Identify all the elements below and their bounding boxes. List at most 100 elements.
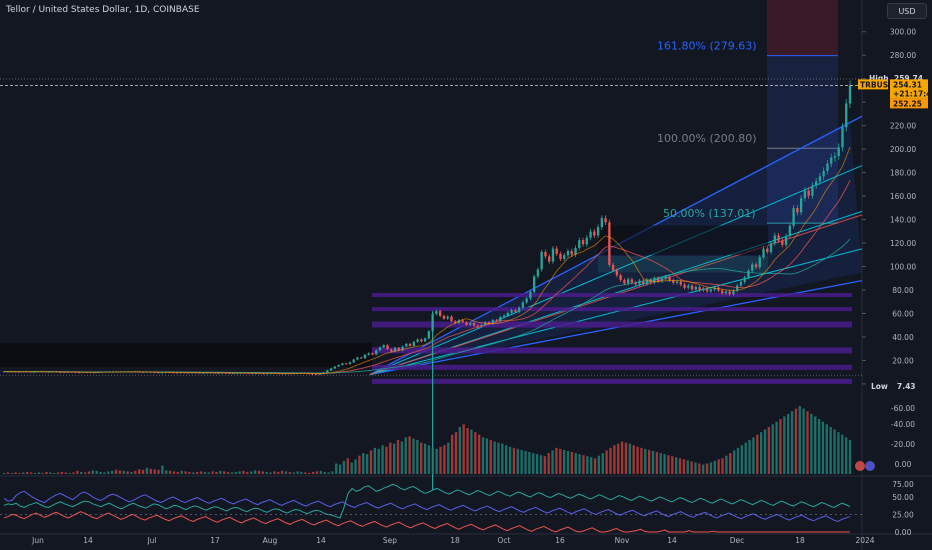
volume-bar: [651, 450, 655, 474]
candle: [664, 276, 667, 279]
volume-bar: [671, 456, 674, 474]
candle: [630, 279, 634, 283]
volume-bar: [91, 470, 95, 474]
volume-bar: [678, 458, 682, 474]
volume-bar: [620, 441, 624, 474]
volume-bar: [64, 472, 67, 474]
candle: [284, 373, 288, 375]
volume-bar: [130, 471, 133, 474]
volume-bar: [408, 436, 411, 474]
volume-bar: [686, 460, 689, 474]
candle: [62, 372, 66, 373]
candle: [352, 359, 355, 363]
volume-tick-label: -40.00: [891, 420, 915, 429]
volume-bar: [269, 472, 272, 474]
volume-bar: [280, 470, 284, 474]
candle: [329, 368, 333, 371]
volume-bar: [624, 442, 628, 474]
time-tick-label: Jun: [31, 536, 44, 545]
volume-bar: [713, 460, 716, 474]
volume-bar: [698, 463, 701, 474]
moving-average-line: [3, 146, 851, 375]
volume-bar: [736, 447, 740, 474]
volume-bar: [153, 469, 156, 474]
volume-bar: [593, 458, 597, 474]
volume-bar: [477, 434, 481, 474]
volume-bar: [551, 450, 554, 474]
volume-bar: [215, 471, 218, 474]
volume-bar: [261, 471, 264, 474]
time-tick-label: Dec: [730, 536, 745, 545]
volume-bar: [103, 472, 106, 474]
volume-bar: [420, 442, 423, 474]
time-tick-label: 14: [83, 536, 93, 545]
currency-button[interactable]: USD: [887, 3, 927, 19]
time-tick-label: 14: [316, 536, 326, 545]
candle: [416, 339, 419, 342]
candle: [679, 281, 682, 285]
candle: [724, 291, 728, 294]
volume-bar: [783, 416, 786, 474]
candle: [570, 251, 573, 255]
candle: [709, 289, 713, 292]
volume-bar: [192, 472, 195, 474]
volume-bar: [323, 471, 326, 474]
volume-bar: [806, 411, 809, 474]
candle: [326, 370, 329, 373]
volume-bar: [134, 470, 137, 474]
volume-bar: [14, 472, 17, 474]
fan-line: [369, 248, 863, 376]
volume-bar: [416, 440, 419, 474]
range-box-dark: [0, 343, 372, 367]
volume-bar: [311, 471, 315, 474]
price-tick-label: 180.00: [890, 169, 916, 178]
volume-bar: [450, 434, 454, 474]
volume-bar: [586, 456, 589, 474]
chart-title: Tellor / United States Dollar, 1D, COINB…: [5, 5, 200, 15]
second-price-badge: [890, 98, 928, 109]
candle: [521, 302, 525, 308]
volume-bar: [439, 446, 442, 474]
candle: [356, 357, 359, 360]
candle: [589, 231, 592, 238]
volume-profile-bar: [372, 347, 852, 354]
volume-bar: [748, 440, 751, 474]
candle: [438, 311, 442, 316]
volume-bar: [562, 449, 566, 474]
volume-bar: [752, 437, 755, 474]
candle: [232, 373, 235, 375]
volume-bar: [744, 442, 747, 474]
volume-bar: [389, 442, 392, 474]
volume-bar: [319, 470, 322, 474]
candle: [668, 276, 671, 281]
event-icon: [855, 461, 865, 471]
volume-bar: [640, 447, 643, 474]
candle: [472, 322, 476, 326]
volume-bar: [265, 471, 268, 474]
candle: [807, 190, 810, 196]
volume-bar: [342, 460, 346, 474]
candle: [751, 264, 754, 271]
candle: [574, 247, 577, 255]
volume-bar: [825, 424, 828, 474]
candle: [363, 354, 367, 359]
volume-bar: [141, 469, 145, 474]
candle: [266, 373, 269, 375]
volume-bar: [682, 459, 686, 474]
candle: [454, 321, 457, 324]
volume-bar: [257, 470, 261, 474]
volume-bar: [37, 472, 40, 474]
candle: [544, 251, 547, 257]
candle: [638, 280, 641, 285]
candle: [585, 237, 588, 245]
volume-bar: [644, 448, 647, 474]
volume-bar: [516, 448, 519, 474]
candle: [393, 347, 397, 352]
volume-bar: [188, 471, 191, 474]
time-tick-label: Oct: [498, 536, 511, 545]
candle: [841, 127, 844, 148]
volume-bar: [145, 467, 149, 474]
candle: [566, 251, 570, 256]
volume-bar: [207, 472, 210, 474]
